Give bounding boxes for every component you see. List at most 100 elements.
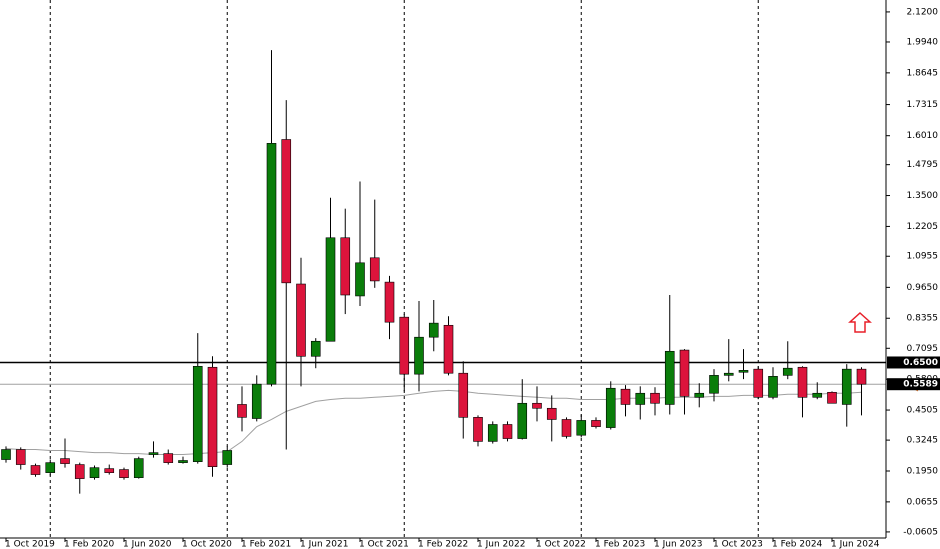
candle-body <box>679 349 690 397</box>
candle-body <box>458 372 469 418</box>
y-tick-label: 0.7095 <box>907 344 939 354</box>
y-tick-label: 1.4795 <box>907 160 939 170</box>
x-tick-label: 1 Oct 2019 <box>5 540 55 549</box>
candle-body <box>753 368 764 398</box>
last-price-box <box>887 378 940 391</box>
candle-body <box>723 372 734 376</box>
candle-body <box>591 420 601 427</box>
candle-body <box>443 324 454 374</box>
candle-body <box>60 458 70 464</box>
up-arrow-marker <box>848 311 872 333</box>
y-tick-label: 0.8355 <box>907 314 939 324</box>
candle-body <box>281 139 292 284</box>
y-tick-label: 1.8645 <box>907 68 939 78</box>
level-label: 0.6500 <box>903 358 938 368</box>
candle-body <box>502 424 513 439</box>
candle-body <box>738 370 749 373</box>
candle-body <box>310 340 321 357</box>
x-tick-label: 1 Feb 2020 <box>64 540 115 549</box>
candle-body <box>222 450 233 465</box>
candle-body <box>178 460 188 463</box>
candle-body <box>635 392 646 405</box>
y-tick-label: 2.1200 <box>907 7 939 17</box>
candle-body <box>74 464 85 479</box>
x-tick-label: 1 Jun 2021 <box>300 540 348 549</box>
x-tick-label: 1 Jun 2022 <box>477 540 525 549</box>
candle-body <box>517 402 528 439</box>
y-tick-label: 0.9650 <box>907 283 939 293</box>
candle-body <box>163 453 174 463</box>
y-tick-label: 1.7315 <box>907 100 939 110</box>
y-tick-label: 1.2205 <box>907 222 939 232</box>
candle-body <box>296 283 306 357</box>
candle-body <box>104 468 115 473</box>
candle-body <box>15 449 26 465</box>
candle-body <box>856 368 867 385</box>
y-tick-label: 0.4505 <box>907 406 939 416</box>
y-tick-label: -0.0605 <box>903 527 938 537</box>
candle-body <box>325 237 336 342</box>
candle-body <box>414 336 424 375</box>
x-tick-label: 1 Feb 2021 <box>241 540 291 549</box>
x-tick-label: 1 Jun 2023 <box>654 540 702 549</box>
candle-body <box>827 391 837 404</box>
moving-average <box>5 389 862 456</box>
x-tick-label: 1 Jun 2024 <box>831 540 880 549</box>
candle-body <box>650 392 660 404</box>
level-label-box <box>887 356 940 369</box>
candle-body <box>487 424 498 442</box>
candle-body <box>428 322 439 338</box>
candle-body <box>192 365 203 462</box>
x-tick-label: 1 Feb 2024 <box>772 540 823 549</box>
x-tick-label: 1 Oct 2023 <box>713 540 763 549</box>
candle-body <box>546 407 557 420</box>
candle-body <box>237 404 247 418</box>
candle-body <box>1 449 11 460</box>
y-tick-label: 0.1950 <box>907 466 939 476</box>
candle-body <box>148 452 159 455</box>
x-tick-label: 1 Oct 2020 <box>182 540 232 549</box>
y-tick-label: 0.0655 <box>907 497 939 507</box>
y-tick-label: 0.3245 <box>907 436 939 446</box>
candle-body <box>369 257 380 282</box>
candle-body <box>620 388 631 405</box>
candle-body <box>782 367 793 376</box>
x-tick-label: 1 Feb 2022 <box>418 540 468 549</box>
candle-body <box>473 417 483 442</box>
candle-body <box>532 402 542 409</box>
candle-body <box>251 383 262 419</box>
candle-body <box>207 366 218 467</box>
x-tick-label: 1 Feb 2023 <box>595 540 645 549</box>
candle-body <box>709 375 719 394</box>
candle-body <box>797 366 808 398</box>
candle-body <box>694 392 705 398</box>
candle-body <box>664 350 675 405</box>
candle-body <box>340 237 351 296</box>
x-tick-label: 1 Oct 2022 <box>536 540 586 549</box>
candle-body <box>30 465 41 475</box>
candle-body <box>576 420 587 436</box>
candle-body <box>561 419 572 437</box>
y-tick-label: 1.6010 <box>907 131 939 141</box>
candle-body <box>355 262 365 297</box>
candle-body <box>266 143 277 385</box>
y-tick-label: 1.0955 <box>907 252 939 262</box>
candle-body <box>384 281 395 323</box>
plot-layer <box>0 0 886 538</box>
x-tick-label: 1 Jun 2020 <box>123 540 172 549</box>
last-price-label: 0.5589 <box>903 380 938 390</box>
candle-body <box>841 368 852 405</box>
candle-body <box>605 387 616 428</box>
candle-body <box>768 376 778 398</box>
candle-body <box>133 458 144 478</box>
y-tick-label: 1.3500 <box>907 191 939 201</box>
candle-body <box>812 392 823 398</box>
candle-body <box>45 462 56 473</box>
candle-body <box>119 469 129 478</box>
x-tick-label: 1 Oct 2021 <box>359 540 409 549</box>
candle-body <box>89 467 100 478</box>
y-tick-label: 1.9940 <box>907 37 939 47</box>
